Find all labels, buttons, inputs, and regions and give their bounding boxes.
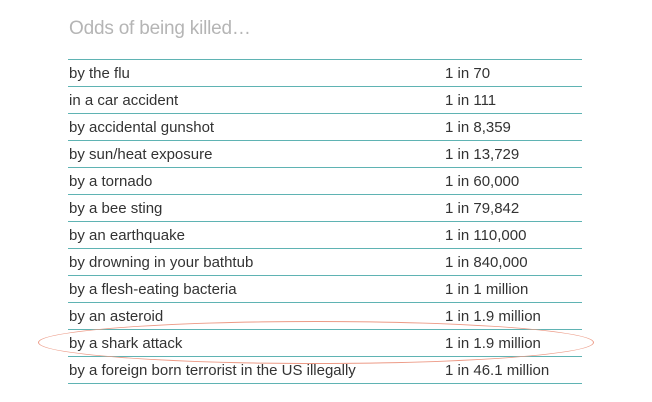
odds-cell: 1 in 8,359: [445, 119, 511, 136]
odds-cell: 1 in 1 million: [445, 281, 529, 298]
odds-cell: 1 in 79,842: [445, 200, 520, 217]
table-row: by drowning in your bathtub 1 in 840,000: [68, 249, 582, 276]
cause-cell: by accidental gunshot: [69, 119, 215, 136]
table-row: by a bee sting 1 in 79,842: [68, 195, 582, 222]
table-row: by a foreign born terrorist in the US il…: [68, 357, 582, 384]
cause-cell: by a shark attack: [69, 335, 183, 352]
table-row: by a tornado 1 in 60,000: [68, 168, 582, 195]
cause-cell: by drowning in your bathtub: [69, 254, 254, 271]
table-title: Odds of being killed…: [69, 18, 251, 39]
cause-cell: by a flesh-eating bacteria: [69, 281, 237, 298]
odds-cell: 1 in 70: [445, 65, 491, 82]
odds-cell: 1 in 60,000: [445, 173, 520, 190]
odds-cell: 1 in 1.9 million: [445, 308, 541, 325]
cause-cell: in a car accident: [69, 92, 179, 109]
cause-cell: by an earthquake: [69, 227, 185, 244]
cause-cell: by the flu: [69, 65, 130, 82]
odds-cell: 1 in 46.1 million: [445, 362, 550, 379]
table-row: by an earthquake 1 in 110,000: [68, 222, 582, 249]
odds-cell: 1 in 111: [445, 92, 497, 109]
cause-cell: by an asteroid: [69, 308, 164, 325]
table-row: in a car accident 1 in 111: [68, 87, 582, 114]
table-row: by accidental gunshot 1 in 8,359: [68, 114, 582, 141]
odds-table: by the flu 1 in 70 in a car accident 1 i…: [68, 59, 582, 384]
table-row-highlighted: by a shark attack 1 in 1.9 million: [68, 330, 582, 357]
table-row: by an asteroid 1 in 1.9 million: [68, 303, 582, 330]
cause-cell: by a foreign born terrorist in the US il…: [69, 362, 356, 379]
cause-cell: by a bee sting: [69, 200, 163, 217]
table-row: by a flesh-eating bacteria 1 in 1 millio…: [68, 276, 582, 303]
odds-cell: 1 in 1.9 million: [445, 335, 541, 352]
odds-cell: 1 in 13,729: [445, 146, 520, 163]
odds-cell: 1 in 110,000: [445, 227, 527, 244]
cause-cell: by a tornado: [69, 173, 153, 190]
table-row: by the flu 1 in 70: [68, 60, 582, 87]
cause-cell: by sun/heat exposure: [69, 146, 213, 163]
table-row: by sun/heat exposure 1 in 13,729: [68, 141, 582, 168]
odds-cell: 1 in 840,000: [445, 254, 528, 271]
